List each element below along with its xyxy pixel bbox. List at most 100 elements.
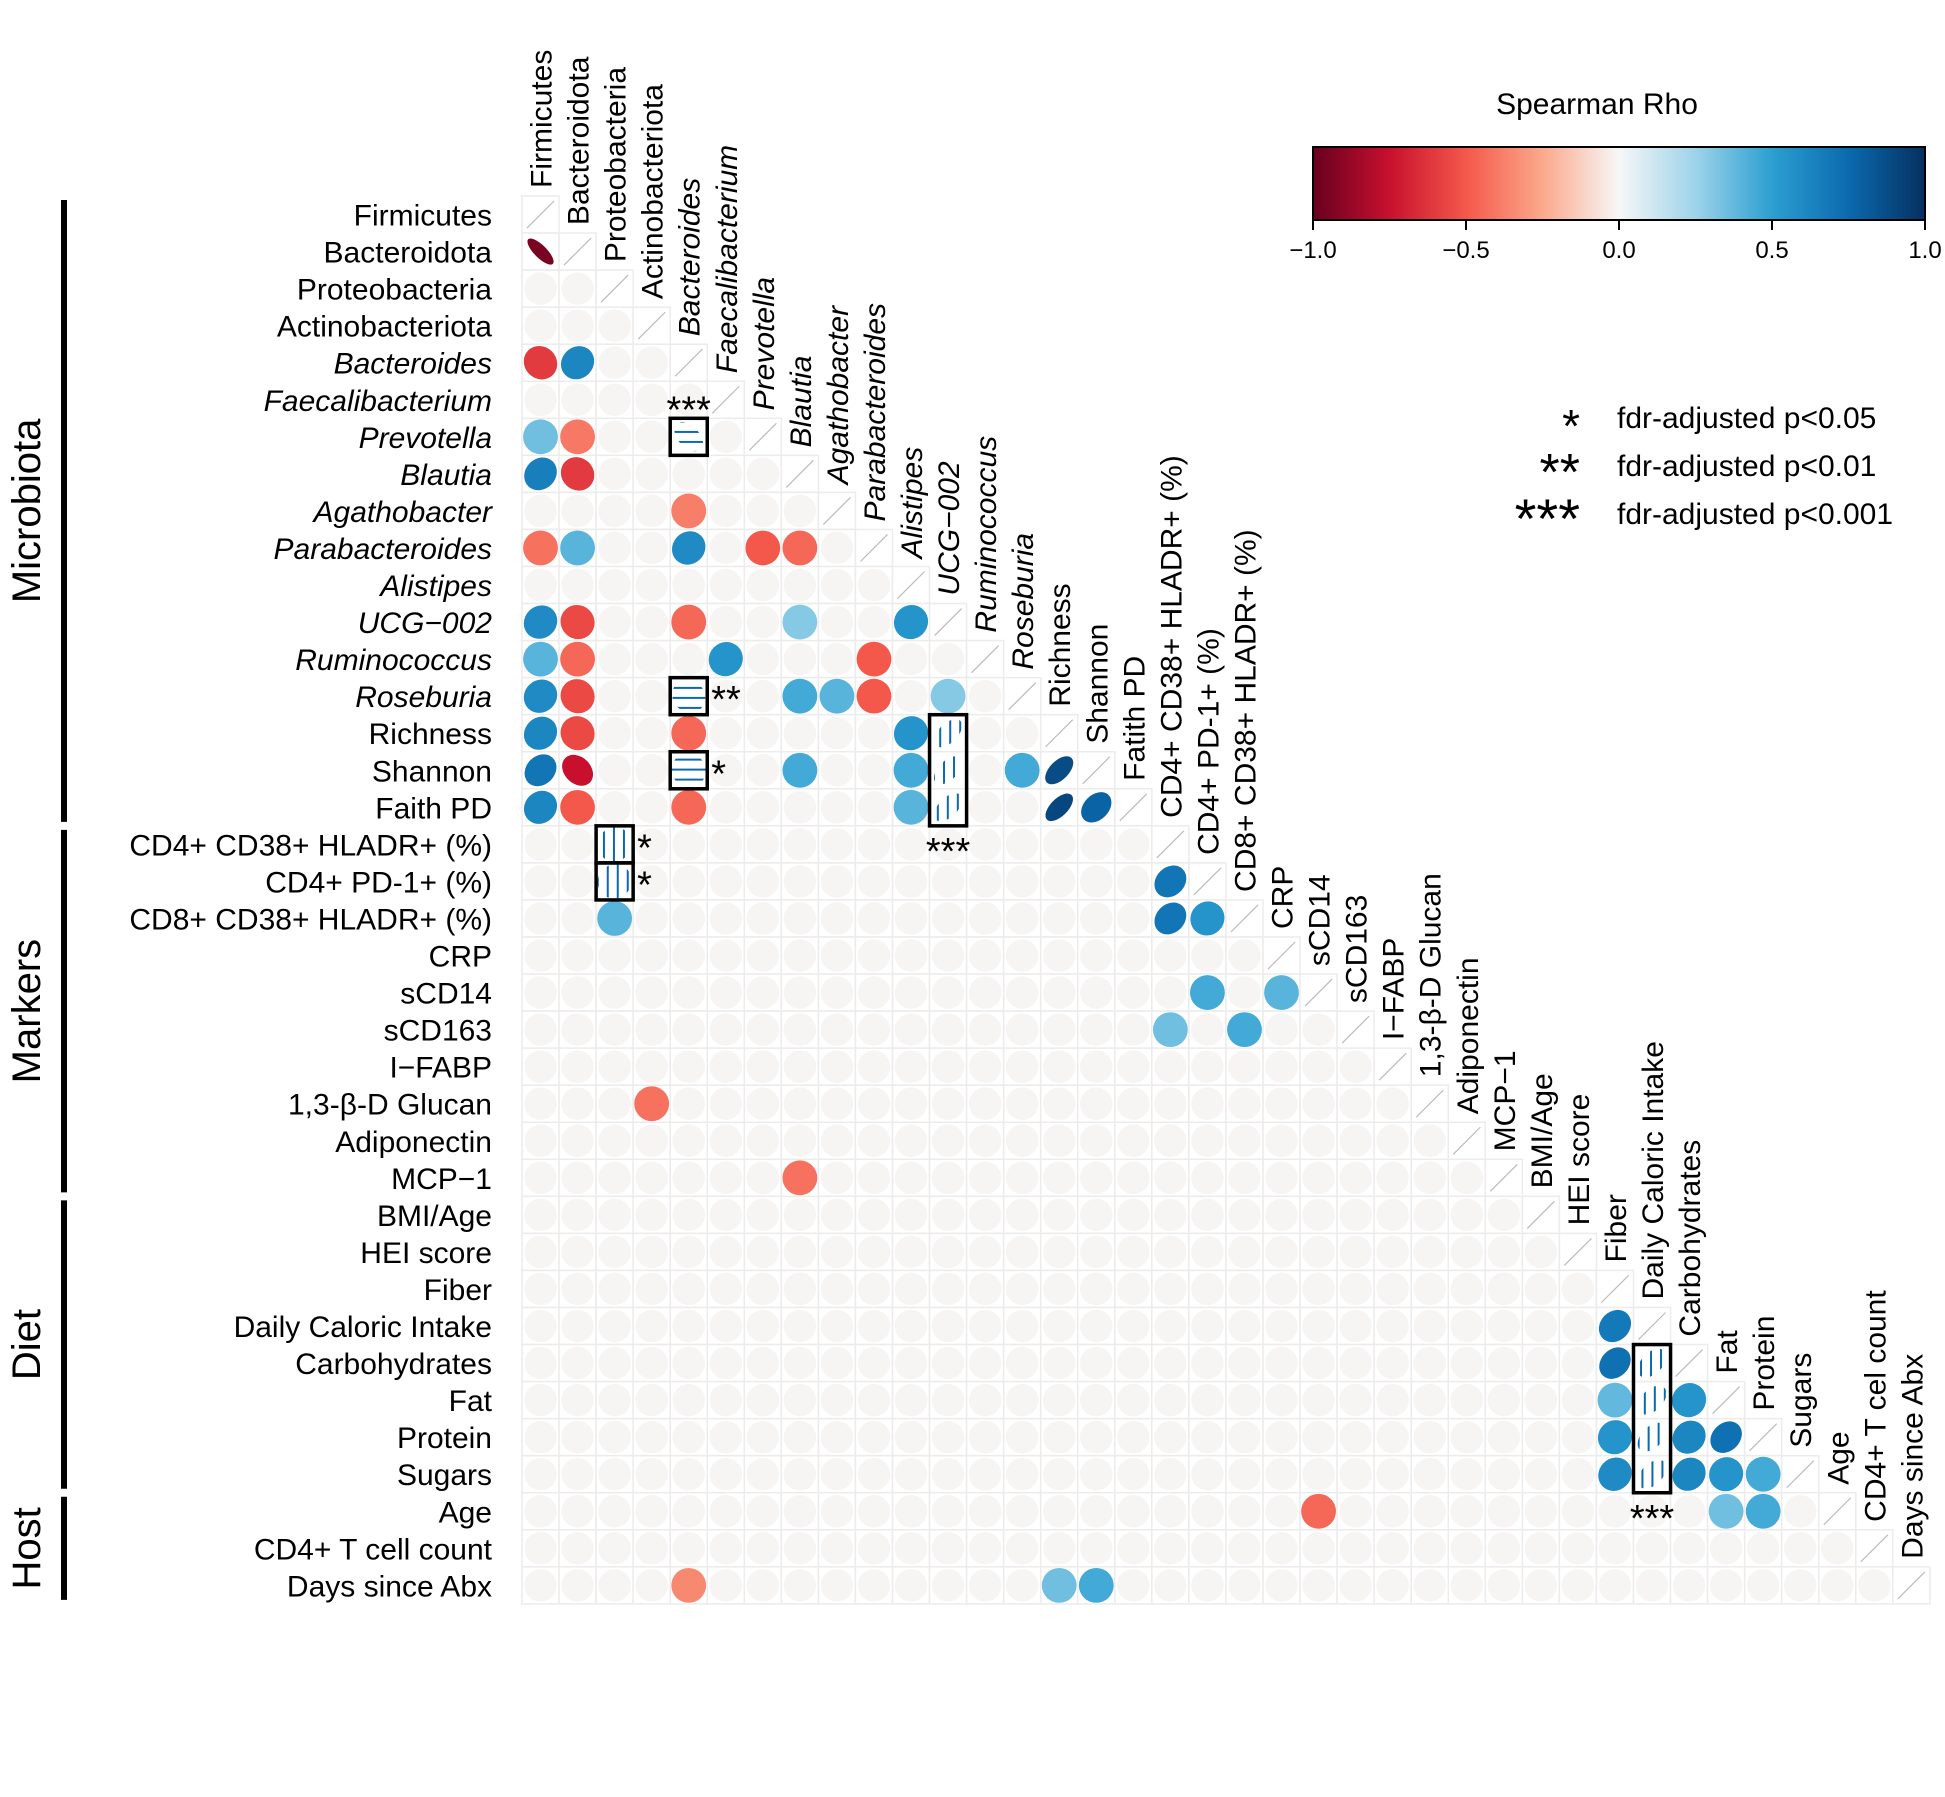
correlation-ellipse [893,716,929,751]
empty-cell [820,531,854,565]
empty-cell [672,828,706,861]
empty-cell [672,1383,706,1417]
empty-cell [1117,1569,1150,1602]
row-label: Agathobacter [312,496,493,529]
empty-cell [1450,1569,1484,1602]
empty-cell [524,1383,557,1417]
empty-cell [1265,1050,1298,1083]
diagonal-mark [748,422,777,451]
empty-cell [635,642,668,676]
column-labels: Firmicutes Bacteroidota Proteobacteria Acti… [526,50,1930,1559]
correlation-ellipse [1041,1567,1077,1603]
empty-cell [857,791,891,824]
empty-cell [820,1532,854,1565]
empty-cell [857,1013,891,1046]
empty-cell [1079,1420,1113,1454]
empty-cell [1376,1457,1409,1491]
empty-cell [1042,939,1076,972]
empty-cell [894,642,928,676]
empty-cell [1117,1272,1150,1306]
empty-cell [1783,1494,1817,1528]
empty-cell [709,1457,743,1491]
empty-cell [672,1124,706,1158]
column-label: I−FABP [1378,938,1411,1041]
empty-cell [561,1198,594,1232]
empty-cell [1339,1235,1372,1269]
empty-cell [1005,1050,1039,1083]
row-label: sCD14 [400,978,492,1011]
empty-cell [968,1457,1002,1491]
empty-cell [783,1013,817,1046]
empty-cell [820,1494,854,1528]
empty-cell [783,1383,817,1417]
empty-cell [1228,1272,1261,1306]
correlation-ellipse [671,493,707,529]
empty-cell [746,1013,780,1046]
empty-cell [1228,1420,1261,1454]
empty-cell [598,1309,631,1343]
empty-cell [1117,1124,1150,1158]
empty-cell [598,1161,631,1195]
correlation-ellipse [560,605,595,640]
group-label: Markers [5,939,49,1083]
empty-cell [857,1198,891,1232]
correlation-ellipse [1637,1385,1667,1415]
empty-cell [1302,1124,1335,1158]
column-label: Fatith PD [1118,656,1151,781]
empty-cell [635,1494,668,1528]
correlation-ellipse [560,419,595,455]
empty-cell [857,1457,891,1491]
correlation-ellipse [560,457,595,491]
empty-cell [1079,1383,1113,1417]
empty-cell [672,1235,706,1269]
column-label: CD4+ T cel count [1859,1290,1892,1522]
empty-cell [1191,1420,1224,1454]
correlation-ellipse [1745,1493,1781,1529]
empty-cell [1376,1569,1409,1602]
empty-cell [1005,1087,1039,1121]
empty-cell [783,1050,817,1083]
empty-cell [1042,902,1076,935]
empty-cell [931,828,965,861]
empty-cell [524,568,557,602]
empty-cell [1265,1124,1298,1158]
diagonal-mark [1601,1275,1629,1303]
correlation-ellipse [1710,1421,1742,1453]
empty-cell [1376,1272,1409,1306]
empty-cell [894,828,928,861]
empty-cell [1042,1494,1076,1528]
empty-cell [1154,1050,1187,1083]
empty-cell [820,1050,854,1083]
empty-cell [672,1198,706,1232]
empty-cell [1413,1420,1447,1454]
empty-cell [1228,1569,1261,1602]
empty-cell [1117,1198,1150,1232]
correlation-ellipse [708,642,743,677]
column-label: Age [1822,1431,1855,1484]
row-label: BMI/Age [377,1200,492,1233]
diagonal-mark [822,496,851,525]
correlation-ellipse [1672,1420,1706,1454]
empty-cell [1228,976,1261,1009]
diagonal-mark [1378,1052,1407,1081]
empty-cell [931,1457,965,1491]
empty-cell [968,902,1002,935]
row-label: Faecalibacterium [264,385,492,418]
empty-cell [1228,1383,1261,1417]
empty-cell [1154,1346,1187,1380]
empty-cell [968,1235,1002,1269]
correlation-ellipse [560,679,595,714]
diagonal-mark [1786,1460,1815,1489]
diagonal-mark [674,348,703,377]
empty-cell [635,976,668,1009]
empty-cell [1005,828,1039,861]
correlation-ellipse [634,1086,670,1122]
empty-cell [783,1272,817,1306]
empty-cell [968,1532,1002,1565]
empty-cell [524,865,557,898]
row-label: Days since Abx [287,1570,492,1603]
empty-cell [709,531,743,565]
empty-cell [1265,1272,1298,1306]
empty-cell [894,1494,928,1528]
empty-cell [894,1124,928,1158]
